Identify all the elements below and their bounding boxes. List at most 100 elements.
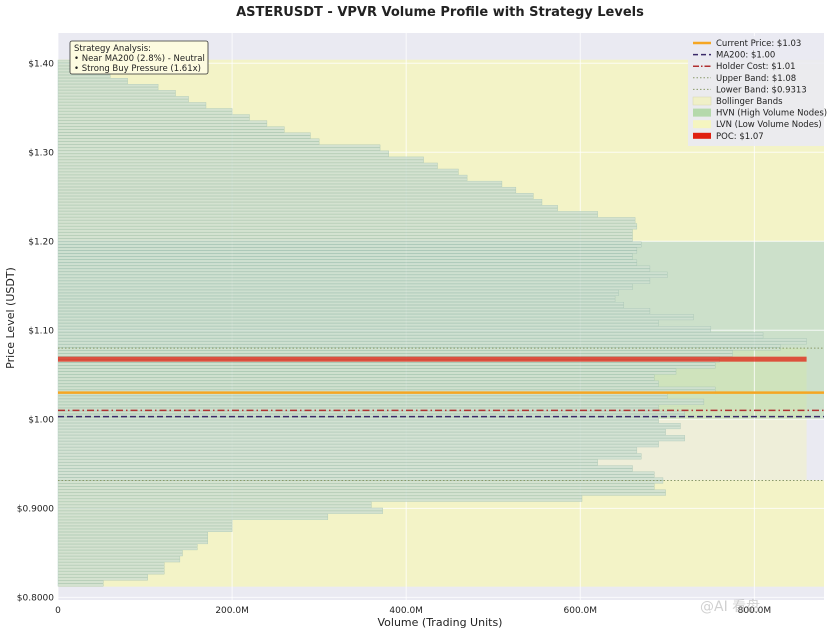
volume-bar [57,232,633,236]
volume-bar [57,117,250,121]
volume-bar [57,235,633,239]
volume-bar [57,522,233,526]
volume-bar [57,96,189,100]
volume-bar [57,516,329,520]
volume-bar [57,99,189,103]
volume-bar [57,498,583,502]
volume-bar [57,465,633,469]
volume-bar [57,87,159,91]
y-tick-label: $1.40 [28,59,54,69]
volume-bar [57,501,372,505]
legend-label: Bollinger Bands [716,97,783,107]
volume-bar [57,74,111,79]
volume-bar [57,268,651,272]
volume-bar [57,280,651,284]
x-tick-label: 0 [55,606,61,616]
volume-bar [57,504,372,508]
volume-bar [57,486,655,490]
volume-bar [57,202,543,206]
volume-bar [57,150,389,154]
poc-line [58,356,807,362]
volume-bar [57,295,616,299]
volume-bar [57,78,128,82]
volume-bar [57,432,666,436]
volume-bar [57,395,668,399]
volume-bar [57,298,616,302]
volume-bar [57,456,642,460]
volume-bar [57,320,659,324]
volume-bar [57,199,543,203]
volume-bar [57,186,517,190]
volume-bar [57,423,681,427]
volume-bar [57,211,598,215]
volume-bar [57,308,651,312]
volume-bar [57,568,165,572]
volume-bar [57,531,208,535]
volume-bar [57,462,598,466]
chart-title: ASTERUSDT - VPVR Volume Profile with Str… [236,5,644,20]
x-axis-label: Volume (Trading Units) [378,616,503,629]
volume-bar [57,528,233,532]
volume-bar [57,371,677,375]
volume-bar [57,265,651,269]
volume-bar [57,162,438,166]
volume-bar [57,353,733,357]
volume-bar [57,435,685,439]
volume-bar [57,544,198,548]
volume-bar [57,344,781,348]
volume-bar [57,538,208,542]
volume-bar [57,311,651,315]
volume-bar [57,84,159,88]
volume-bar [57,214,598,218]
volume-bar [57,226,638,230]
volume-bar [57,453,642,457]
volume-bar [57,138,320,142]
volume-bar [57,196,534,200]
volume-bar [57,171,459,175]
volume-bar [57,126,285,130]
volume-bar [57,401,705,405]
annotation-box [69,40,209,75]
volume-bar [57,129,285,133]
volume-bar [57,374,655,378]
volume-bar [57,271,668,275]
volume-bar [57,120,268,124]
legend-label: LVN (Low Volume Nodes) [716,120,822,130]
volume-bar [57,577,148,581]
volume-bar [57,220,636,224]
volume-bar [57,317,694,321]
volume-bar [57,223,638,227]
volume-bar [57,244,642,248]
volume-bar [57,159,424,163]
legend-swatch [693,132,711,139]
volume-bar [57,383,659,387]
volume-bar [57,292,619,296]
volume-bar [57,368,677,372]
volume-bar [57,156,424,160]
volume-bar [57,289,619,293]
volume-bar [57,123,268,127]
volume-bar [57,474,655,478]
volume-bar [57,365,716,369]
volume-bar [57,562,165,566]
volume-bar [57,81,128,85]
volume-bar [57,108,233,112]
volume-bar [57,132,311,136]
y-tick-label: $1.30 [28,148,54,158]
legend-label: Holder Cost: $1.01 [716,62,796,72]
volume-bar [57,229,633,233]
volume-bar [57,153,389,157]
annotation-title: Strategy Analysis: [74,44,151,54]
volume-bar [57,450,638,454]
volume-bar [57,583,104,587]
volume-bar [57,165,438,169]
annotation-line: • Strong Buy Pressure (1.61x) [74,64,201,74]
volume-bar [57,253,633,257]
volume-bar [57,483,655,487]
volume-bar [57,580,104,584]
volume-bar [57,102,207,106]
volume-bar [57,205,558,209]
volume-bar [57,238,633,242]
